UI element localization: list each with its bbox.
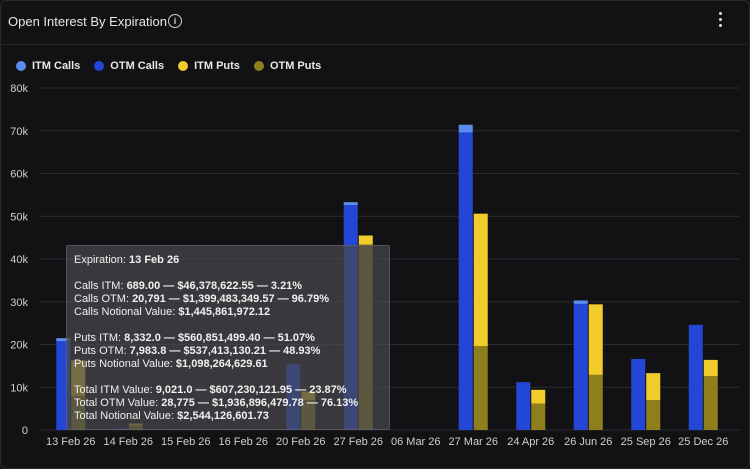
x-tick-label: 27 Mar 26 [448, 436, 498, 448]
y-tick-label: 80k [10, 83, 28, 95]
chart-legend: ITM Calls OTM Calls ITM Puts OTM Puts [16, 58, 321, 74]
bar-itm-puts [703, 359, 718, 377]
bar-itm-puts [531, 389, 546, 404]
legend-swatch [253, 61, 264, 71]
x-tick-label: 25 Sep 26 [621, 436, 671, 448]
bar-otm-puts [473, 346, 488, 430]
x-tick-label: 20 Feb 26 [276, 436, 326, 448]
legend-item-itm-puts[interactable]: ITM Puts [178, 58, 240, 74]
x-tick-label: 16 Feb 26 [218, 436, 268, 448]
bar-otm-puts [703, 376, 718, 430]
y-tick-label: 10k [10, 382, 28, 394]
legend-label: OTM Puts [269, 60, 322, 72]
bar-itm-puts [646, 373, 661, 401]
more-options-icon[interactable] [714, 12, 726, 30]
bar-otm-puts [646, 400, 661, 430]
legend-swatch [16, 61, 26, 71]
tooltip-expiration: Expiration: 13 Feb 26 [74, 254, 180, 266]
x-tick-label: 25 Dec 26 [678, 436, 728, 448]
bar-itm-calls [573, 300, 588, 304]
legend-swatch [178, 61, 189, 71]
y-tick-label: 40k [10, 254, 28, 266]
tooltip-puts-notional: Puts Notional Value: $1,098,264,629.61 [74, 358, 268, 370]
legend-item-otm-calls[interactable]: OTM Calls [94, 58, 164, 74]
bar-otm-calls [688, 324, 703, 430]
tooltip-calls-notional: Calls Notional Value: $1,445,861,972.12 [74, 306, 271, 318]
card-header: Open Interest By Expiration i [0, 0, 748, 45]
x-tick-label: 14 Feb 26 [103, 436, 153, 448]
bar-itm-calls [458, 124, 473, 133]
y-tick-label: 70k [10, 126, 28, 138]
tooltip-puts-itm: Puts ITM: 8,332.0 — $560,851,499.40 — 51… [74, 332, 315, 344]
bar-otm-calls [516, 382, 531, 430]
legend-label: ITM Puts [194, 60, 240, 72]
tooltip-calls-itm: Calls ITM: 689.00 — $46,378,622.55 — 3.2… [74, 280, 303, 292]
x-tick-label: 15 Feb 26 [161, 436, 211, 448]
x-tick-label: 06 Mar 26 [391, 436, 441, 448]
bar-itm-puts [473, 213, 488, 347]
bar-otm-puts [531, 403, 546, 430]
info-icon[interactable]: i [168, 14, 182, 28]
x-tick-label: 13 Feb 26 [46, 436, 96, 448]
bar-itm-puts [588, 304, 603, 375]
x-tick-label: 27 Feb 26 [333, 436, 383, 448]
bar-itm-calls [56, 338, 71, 342]
legend-label: OTM Calls [110, 60, 165, 72]
bar-otm-calls [631, 359, 646, 430]
bar-otm-calls [458, 132, 473, 430]
tooltip-calls-otm: Calls OTM: 20,791 — $1,399,483,349.57 — … [74, 293, 329, 305]
y-tick-label: 30k [10, 297, 28, 309]
x-tick-label: 24 Apr 26 [507, 436, 554, 448]
y-tick-label: 60k [10, 169, 28, 181]
legend-item-otm-puts[interactable]: OTM Puts [253, 58, 322, 74]
bar-itm-calls [343, 202, 358, 206]
bar-otm-calls [573, 303, 588, 430]
y-tick-label: 20k [10, 340, 28, 352]
tooltip-total-notional: Total Notional Value: $2,544,126,601.73 [74, 410, 269, 422]
y-tick-label: 0 [22, 425, 28, 437]
chart-tooltip: Expiration: 13 Feb 26 Calls ITM: 689.00 … [66, 245, 390, 430]
legend-swatch [94, 61, 105, 71]
bar-itm-puts [358, 235, 373, 245]
tooltip-total-otm: Total OTM Value: 28,775 — $1,936,896,479… [74, 397, 359, 409]
x-tick-label: 26 Jun 26 [564, 436, 612, 448]
tooltip-puts-otm: Puts OTM: 7,983.8 — $537,413,130.21 — 48… [74, 345, 321, 357]
page-title: Open Interest By Expiration [8, 14, 167, 29]
bar-otm-puts [588, 374, 603, 430]
y-tick-label: 50k [10, 211, 28, 223]
tooltip-total-itm: Total ITM Value: 9,021.0 — $607,230,121.… [74, 384, 347, 396]
legend-label: ITM Calls [32, 60, 81, 72]
legend-item-itm-calls[interactable]: ITM Calls [16, 58, 80, 74]
